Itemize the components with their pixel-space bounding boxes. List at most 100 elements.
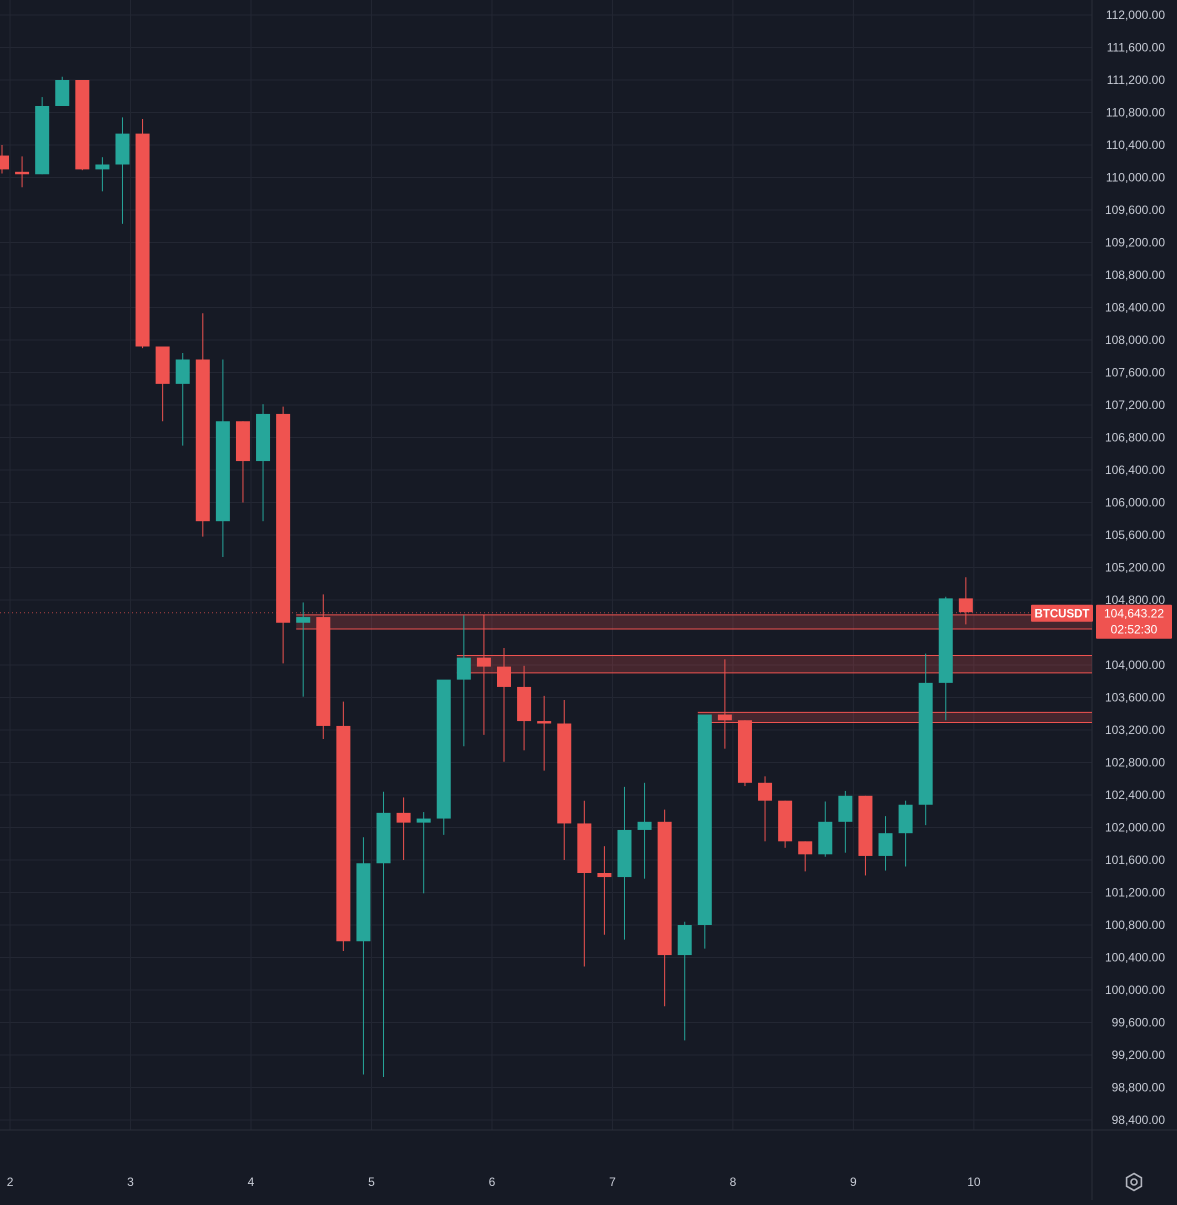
x-tick-label: 3 <box>127 1175 134 1189</box>
candle-body <box>296 617 311 623</box>
y-tick-label: 101,200.00 <box>1105 886 1165 900</box>
candle-body <box>697 714 712 925</box>
last-price-label: 104,643.22 <box>1104 607 1164 621</box>
candle-body <box>637 821 652 830</box>
candle-body <box>476 657 491 667</box>
x-tick-label: 9 <box>850 1175 857 1189</box>
candle-body <box>95 164 110 170</box>
y-tick-label: 101,600.00 <box>1105 853 1165 867</box>
y-tick-label: 111,200.00 <box>1107 73 1166 87</box>
y-tick-label: 100,400.00 <box>1105 951 1165 965</box>
candle-body <box>235 421 250 462</box>
y-tick-label: 110,800.00 <box>1106 106 1165 120</box>
candle-body <box>336 725 351 942</box>
y-tick-label: 112,000.00 <box>1106 8 1165 22</box>
candle-body <box>878 833 893 856</box>
x-tick-label: 4 <box>248 1175 255 1189</box>
candle-body <box>35 106 50 175</box>
y-tick-label: 108,800.00 <box>1105 268 1165 282</box>
y-tick-label: 109,200.00 <box>1105 236 1165 250</box>
candle-body <box>416 818 431 823</box>
chart-settings-button[interactable] <box>1122 1170 1146 1194</box>
y-tick-label: 106,800.00 <box>1105 431 1165 445</box>
y-tick-label: 109,600.00 <box>1105 203 1165 217</box>
y-tick-label: 98,800.00 <box>1112 1081 1166 1095</box>
y-tick-label: 105,200.00 <box>1105 561 1165 575</box>
candle-body <box>617 829 632 878</box>
candle-body <box>436 679 451 819</box>
candle-body <box>497 666 511 687</box>
candle-body <box>717 714 732 721</box>
candle-body <box>115 133 130 165</box>
candle-body <box>918 682 933 805</box>
candle-body <box>577 823 592 873</box>
y-tick-label: 107,600.00 <box>1105 366 1165 380</box>
y-tick-label: 102,000.00 <box>1105 821 1165 835</box>
y-tick-label: 107,200.00 <box>1105 398 1165 412</box>
x-tick-label: 7 <box>609 1175 616 1189</box>
symbol-label-bg <box>1031 604 1093 622</box>
y-tick-label: 108,000.00 <box>1105 333 1165 347</box>
y-tick-label: 103,200.00 <box>1105 723 1165 737</box>
gear-icon <box>1125 1172 1143 1192</box>
y-tick-label: 99,600.00 <box>1112 1016 1166 1030</box>
candle-body <box>376 812 391 864</box>
candle-body <box>517 686 532 722</box>
y-tick-label: 111,600.00 <box>1107 41 1166 55</box>
candle-body <box>958 598 973 613</box>
candle-body <box>557 723 572 824</box>
last-price-badge <box>1096 604 1172 639</box>
y-tick-label: 100,000.00 <box>1105 983 1165 997</box>
candle-body <box>858 795 873 856</box>
y-tick-label: 104,000.00 <box>1105 658 1165 672</box>
y-tick-label: 104,800.00 <box>1105 593 1165 607</box>
y-tick-label: 99,200.00 <box>1112 1048 1166 1062</box>
candle-body <box>456 657 471 680</box>
candle-body <box>55 80 70 106</box>
candle-body <box>195 359 210 522</box>
candle-body <box>316 617 331 726</box>
candle-body <box>75 80 90 170</box>
candle-body <box>276 413 291 623</box>
candle-body <box>15 171 30 175</box>
candle-body <box>778 800 793 842</box>
candle-body <box>396 812 411 823</box>
candle-body <box>838 795 853 822</box>
countdown-label: 02:52:30 <box>1111 623 1158 637</box>
candle-body <box>356 863 371 942</box>
candle-body <box>155 346 170 384</box>
candle-body <box>0 155 9 170</box>
y-tick-label: 110,400.00 <box>1106 138 1165 152</box>
level-zone <box>296 614 1092 629</box>
y-tick-label: 108,400.00 <box>1105 301 1165 315</box>
y-tick-label: 106,000.00 <box>1105 496 1165 510</box>
y-tick-label: 110,000.00 <box>1106 171 1165 185</box>
x-tick-label: 8 <box>730 1175 737 1189</box>
candle-body <box>818 821 833 855</box>
candle-body <box>798 841 813 855</box>
y-tick-label: 102,800.00 <box>1105 756 1165 770</box>
y-tick-label: 100,800.00 <box>1105 918 1165 932</box>
x-tick-label: 10 <box>967 1175 981 1189</box>
candle-body <box>597 873 612 878</box>
symbol-label: BTCUSDT <box>1035 609 1090 621</box>
x-tick-label: 2 <box>7 1175 14 1189</box>
candle-body <box>215 421 230 522</box>
y-tick-label: 103,600.00 <box>1105 691 1165 705</box>
candle-body <box>938 598 953 683</box>
x-tick-label: 6 <box>489 1175 496 1189</box>
level-zone <box>697 712 1092 723</box>
candle-body <box>677 925 692 956</box>
y-tick-label: 102,400.00 <box>1105 788 1165 802</box>
y-tick-label: 106,400.00 <box>1105 463 1165 477</box>
y-tick-label: 105,600.00 <box>1105 528 1165 542</box>
candle-body <box>135 133 150 347</box>
candle-body <box>737 720 752 783</box>
candle-body <box>537 721 552 724</box>
candle-body <box>898 804 913 834</box>
candle-body <box>175 359 190 384</box>
x-tick-label: 5 <box>368 1175 375 1189</box>
level-zone <box>456 655 1093 673</box>
